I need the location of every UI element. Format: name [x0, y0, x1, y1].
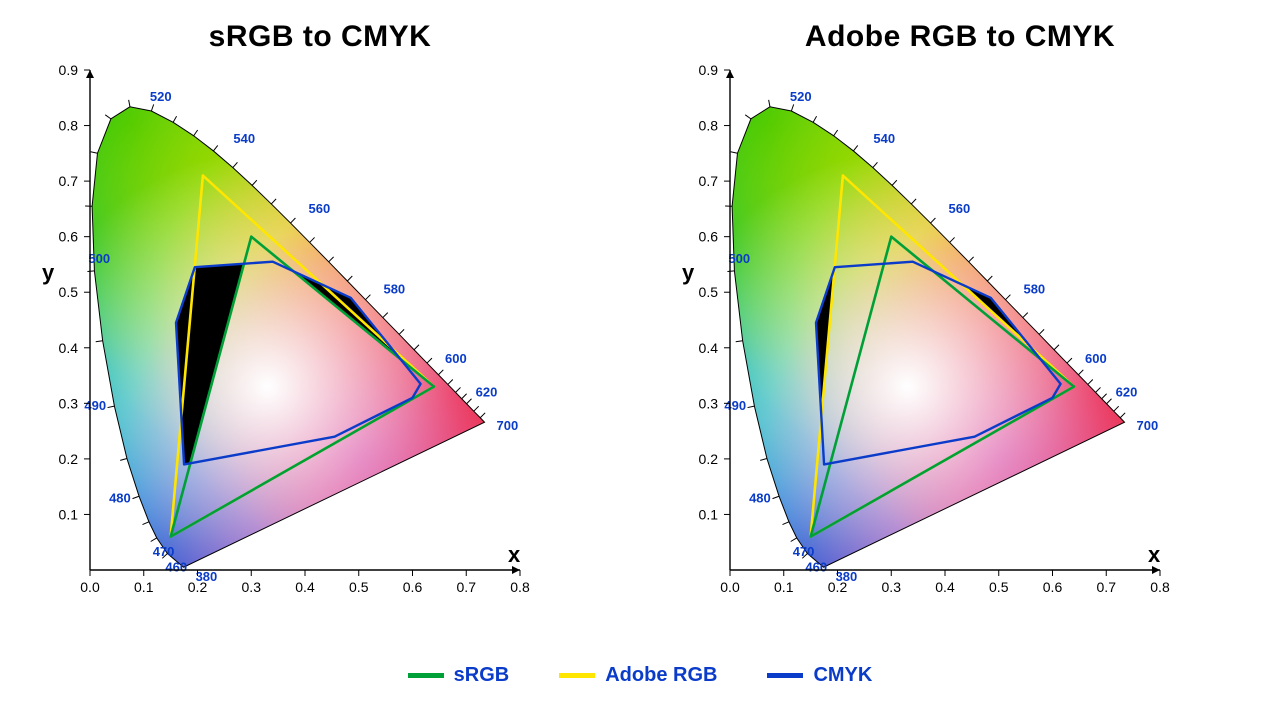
wavelength-label: 700 — [1137, 418, 1159, 433]
svg-text:0.6: 0.6 — [403, 579, 423, 595]
svg-text:0.1: 0.1 — [774, 579, 794, 595]
legend-swatch — [767, 673, 803, 678]
wavelength-label: 540 — [233, 131, 255, 146]
svg-text:0.8: 0.8 — [699, 118, 719, 134]
wavelength-label: 580 — [383, 282, 405, 297]
svg-text:0.9: 0.9 — [699, 62, 719, 78]
svg-text:0.4: 0.4 — [699, 340, 719, 356]
chart-left: 3804604704804905005205405605806006207000… — [20, 60, 620, 620]
svg-text:0.6: 0.6 — [59, 229, 79, 245]
svg-text:0.8: 0.8 — [510, 579, 530, 595]
wavelength-label: 540 — [873, 131, 895, 146]
svg-text:0.0: 0.0 — [720, 579, 740, 595]
wavelength-label: 500 — [88, 251, 110, 266]
wavelength-label: 460 — [805, 560, 827, 575]
svg-text:0.2: 0.2 — [699, 451, 719, 467]
svg-text:0.4: 0.4 — [295, 579, 315, 595]
svg-text:0.5: 0.5 — [349, 579, 369, 595]
difference-region — [20, 60, 540, 620]
svg-text:0.5: 0.5 — [989, 579, 1009, 595]
wavelength-label: 600 — [1085, 351, 1107, 366]
wavelength-label: 560 — [949, 201, 971, 216]
svg-text:0.4: 0.4 — [59, 340, 79, 356]
legend-item: sRGB — [408, 664, 510, 687]
svg-text:0.6: 0.6 — [699, 229, 719, 245]
svg-text:0.7: 0.7 — [59, 173, 79, 189]
panel-title-right: Adobe RGB to CMYK — [660, 20, 1260, 54]
x-axis-label: x — [508, 542, 521, 567]
chart-right: 3804604704804905005205405605806006207000… — [660, 60, 1260, 620]
difference-region — [660, 60, 1180, 620]
legend-swatch — [559, 673, 595, 678]
svg-text:0.5: 0.5 — [59, 284, 79, 300]
legend-label: Adobe RGB — [605, 664, 717, 687]
legend-label: sRGB — [454, 664, 510, 687]
legend-item: CMYK — [767, 664, 872, 687]
y-axis-label: y — [682, 260, 695, 285]
wavelength-label: 520 — [150, 89, 172, 104]
wavelength-label: 520 — [790, 89, 812, 104]
svg-text:0.9: 0.9 — [59, 62, 79, 78]
svg-text:0.5: 0.5 — [699, 284, 719, 300]
svg-text:0.3: 0.3 — [242, 579, 262, 595]
wavelength-label: 700 — [497, 418, 519, 433]
svg-text:0.7: 0.7 — [457, 579, 477, 595]
wavelength-label: 500 — [728, 251, 750, 266]
legend-swatch — [408, 673, 444, 678]
wavelength-label: 490 — [84, 398, 106, 413]
svg-text:0.3: 0.3 — [882, 579, 902, 595]
panel-title-left: sRGB to CMYK — [20, 20, 620, 54]
wavelength-label: 600 — [445, 351, 467, 366]
svg-text:0.4: 0.4 — [935, 579, 955, 595]
panel-adobergb: Adobe RGB to CMYK 3804604704804905005205… — [660, 20, 1260, 620]
svg-text:0.1: 0.1 — [699, 506, 719, 522]
svg-text:0.7: 0.7 — [1097, 579, 1117, 595]
wavelength-label: 490 — [724, 398, 746, 413]
y-axis-label: y — [42, 260, 55, 285]
svg-text:0.8: 0.8 — [1150, 579, 1170, 595]
legend-item: Adobe RGB — [559, 664, 717, 687]
wavelength-label: 560 — [309, 201, 331, 216]
svg-text:0.1: 0.1 — [59, 506, 79, 522]
wavelength-label: 480 — [109, 490, 131, 505]
svg-text:0.8: 0.8 — [59, 118, 79, 134]
x-axis-label: x — [1148, 542, 1161, 567]
svg-text:0.6: 0.6 — [1043, 579, 1063, 595]
wavelength-label: 470 — [793, 544, 815, 559]
wavelength-label: 620 — [1116, 385, 1138, 400]
wavelength-label: 460 — [165, 560, 187, 575]
wavelength-label: 580 — [1023, 282, 1045, 297]
panel-srgb: sRGB to CMYK 380460470480490500520540560… — [20, 20, 620, 620]
wavelength-label: 470 — [153, 544, 175, 559]
wavelength-label: 620 — [476, 385, 498, 400]
svg-text:0.2: 0.2 — [188, 579, 208, 595]
svg-text:0.7: 0.7 — [699, 173, 719, 189]
wavelength-label: 480 — [749, 490, 771, 505]
svg-text:0.1: 0.1 — [134, 579, 154, 595]
svg-text:0.2: 0.2 — [828, 579, 848, 595]
svg-text:0.0: 0.0 — [80, 579, 100, 595]
legend-label: CMYK — [813, 664, 872, 687]
svg-text:0.3: 0.3 — [699, 395, 719, 411]
legend: sRGB Adobe RGB CMYK — [0, 664, 1280, 687]
svg-text:0.3: 0.3 — [59, 395, 79, 411]
svg-text:0.2: 0.2 — [59, 451, 79, 467]
